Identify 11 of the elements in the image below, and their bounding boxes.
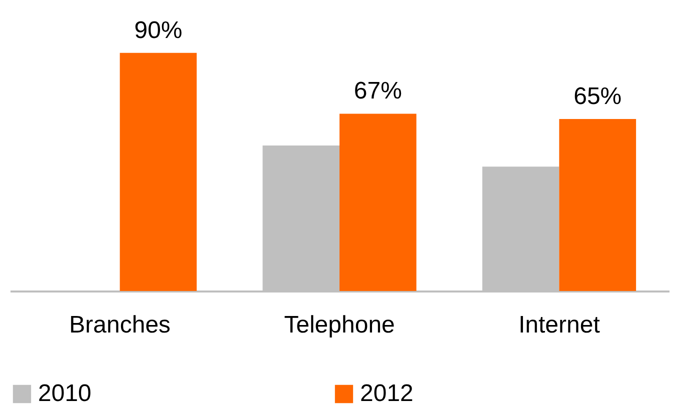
bar [120,52,197,291]
bar [340,114,416,291]
bar [559,119,636,291]
data-label: 90% [134,16,182,44]
x-tick-label: Branches [69,312,171,338]
data-label: 67% [354,78,402,105]
x-tick-label: Telephone [284,312,395,338]
x-tick-label: Internet [518,312,600,338]
legend-label: 2012 [360,380,414,407]
legend-label: 2010 [38,380,92,407]
data-label: 65% [574,83,622,110]
